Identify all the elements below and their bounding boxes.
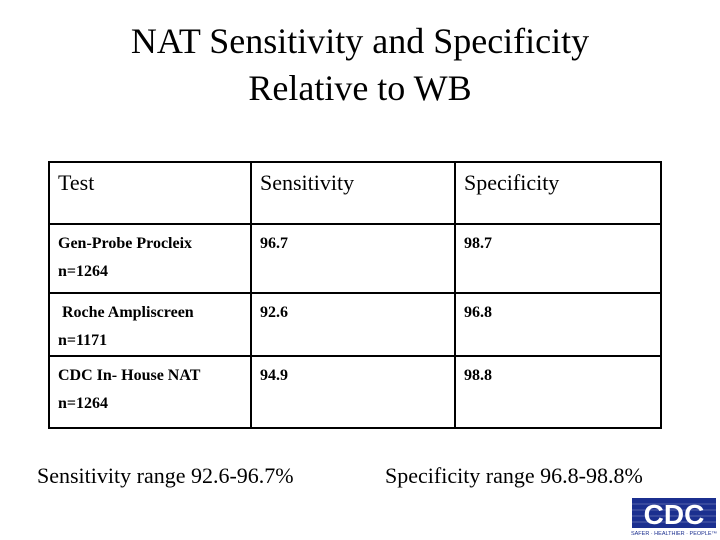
sensitivity-value: 96.7	[250, 223, 456, 294]
cdc-logo-background	[632, 498, 716, 528]
table-row: Gen-Probe Procleix n=1264 96.7 98.7	[48, 223, 662, 294]
specificity-range: Specificity range 96.8-98.8%	[385, 463, 643, 488]
results-table: Test Sensitivity Specificity Gen-Probe P…	[48, 161, 662, 429]
slide-title-line-1: NAT Sensitivity and Specificity	[130, 21, 590, 61]
header-sensitivity: Sensitivity	[250, 161, 456, 225]
sensitivity-range: Sensitivity range 92.6-96.7%	[37, 463, 294, 488]
slide-title: NAT Sensitivity and Specificity Relative…	[0, 18, 720, 112]
cdc-logo-tagline: SAFER · HEALTHIER · PEOPLE™	[631, 531, 717, 537]
test-name: Roche Ampliscreen	[62, 304, 194, 321]
test-name: CDC In- House NAT	[58, 367, 201, 384]
test-sample-size: n=1264	[58, 263, 109, 280]
test-sample-size: n=1171	[58, 332, 108, 349]
header-test: Test	[48, 161, 252, 225]
specificity-value: 98.7	[454, 223, 662, 294]
test-sample-size: n=1264	[58, 395, 109, 412]
specificity-value: 98.8	[454, 355, 662, 429]
test-cell: Roche Ampliscreen n=1171	[48, 292, 252, 357]
sensitivity-value: 94.9	[250, 355, 456, 429]
table-header-row: Test Sensitivity Specificity	[48, 161, 662, 225]
test-cell: CDC In- House NAT n=1264	[48, 355, 252, 429]
cdc-logo: CDC SAFER · HEALTHIER · PEOPLE™	[630, 496, 718, 538]
test-cell: Gen-Probe Procleix n=1264	[48, 223, 252, 294]
table-row: CDC In- House NAT n=1264 94.9 98.8	[48, 355, 662, 429]
table-row: Roche Ampliscreen n=1171 92.6 96.8	[48, 292, 662, 357]
header-specificity: Specificity	[454, 161, 662, 225]
sensitivity-value: 92.6	[250, 292, 456, 357]
cdc-logo-text: CDC	[644, 499, 705, 530]
slide-title-line-2: Relative to WB	[248, 68, 472, 108]
test-name: Gen-Probe Procleix	[58, 235, 193, 252]
specificity-value: 96.8	[454, 292, 662, 357]
